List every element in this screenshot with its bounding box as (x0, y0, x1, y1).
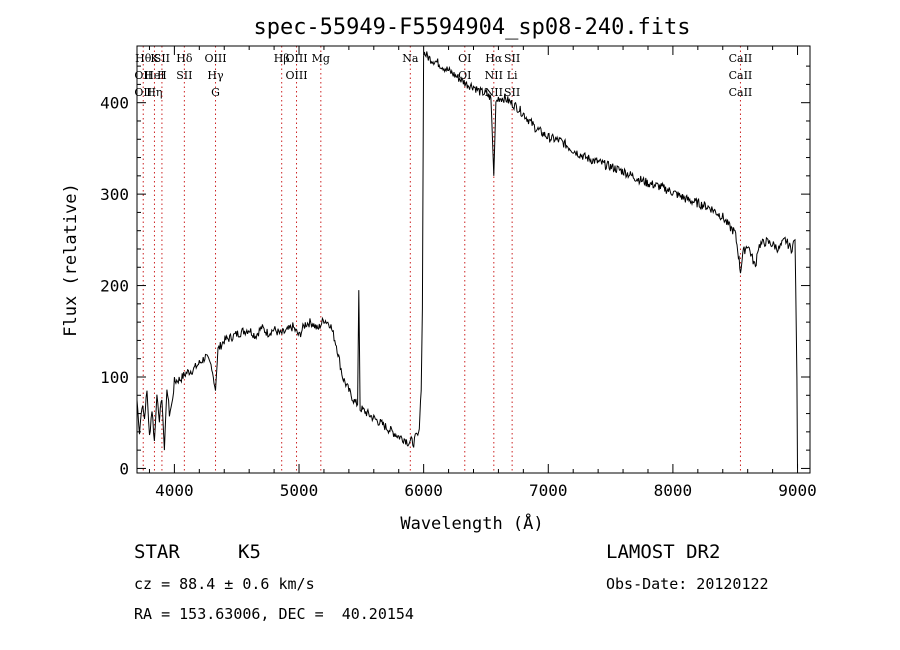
marker-label: Hη (146, 86, 162, 99)
marker-label: CaII (729, 69, 753, 82)
spectrum-line (136, 51, 798, 469)
marker-label: SII (176, 69, 192, 82)
marker-label: SII (504, 86, 520, 99)
y-tick-label: 400 (100, 94, 129, 113)
y-axis-label: Flux (relative) (61, 183, 81, 337)
marker-label: CaII (729, 52, 753, 65)
observation-date: Obs-Date: 20120122 (606, 575, 769, 593)
marker-label: Hθ (135, 52, 152, 65)
marker-label: NII (485, 69, 503, 82)
y-tick-label: 0 (119, 459, 129, 478)
marker-label: SII (154, 52, 170, 65)
marker-label: OIII (285, 69, 307, 82)
marker-label: Hγ (207, 69, 224, 82)
spectral-subclass: K5 (238, 541, 261, 563)
x-tick-label: 6000 (404, 481, 443, 500)
survey-name: LAMOST DR2 (606, 541, 721, 563)
marker-label: Hδ (176, 52, 193, 65)
marker-label: CaII (729, 86, 753, 99)
y-tick-label: 300 (100, 185, 129, 204)
chart-title: spec-55949-F5594904_sp08-240.fits (253, 15, 690, 40)
x-tick-label: 9000 (778, 481, 817, 500)
marker-label: OI (458, 52, 471, 65)
redshift-text: cz = 88.4 ± 0.6 km/s (134, 575, 315, 593)
x-tick-label: 5000 (280, 481, 319, 500)
marker-label: Hβ (274, 52, 290, 65)
y-tick-label: 100 (100, 368, 129, 387)
marker-label: SII (504, 52, 520, 65)
x-tick-label: 4000 (155, 481, 194, 500)
marker-label: Mg (312, 52, 330, 65)
axis-ticks: 4000 5000 6000 7000 8000 9000 0 100 200 300 400 (100, 46, 817, 500)
marker-label: OIII (204, 52, 226, 65)
plot-frame (136, 45, 811, 474)
marker-label: G (211, 86, 220, 99)
coordinates-text: RA = 153.63006, DEC = 40.20154 (134, 605, 414, 623)
marker-label: H (157, 69, 167, 82)
x-axis-label: Wavelength (Å) (400, 512, 543, 534)
marker-label: HeI (144, 69, 164, 82)
marker-label: Na (402, 52, 419, 65)
x-tick-label: 7000 (529, 481, 568, 500)
marker-label: K (150, 52, 159, 65)
marker-label: Li (507, 69, 518, 82)
marker-label: OII (134, 69, 152, 82)
marker-label: OIII (285, 52, 307, 65)
marker-label: Hα (485, 52, 503, 65)
x-tick-label: 8000 (654, 481, 693, 500)
object-type: STAR (134, 541, 180, 563)
spectral-line-markers: HθOIIOIIKHeIHηSIIHHδSIIOIIIHγGHβOIIIOIII… (134, 46, 752, 473)
marker-label: OII (134, 86, 152, 99)
y-tick-label: 200 (100, 277, 129, 296)
